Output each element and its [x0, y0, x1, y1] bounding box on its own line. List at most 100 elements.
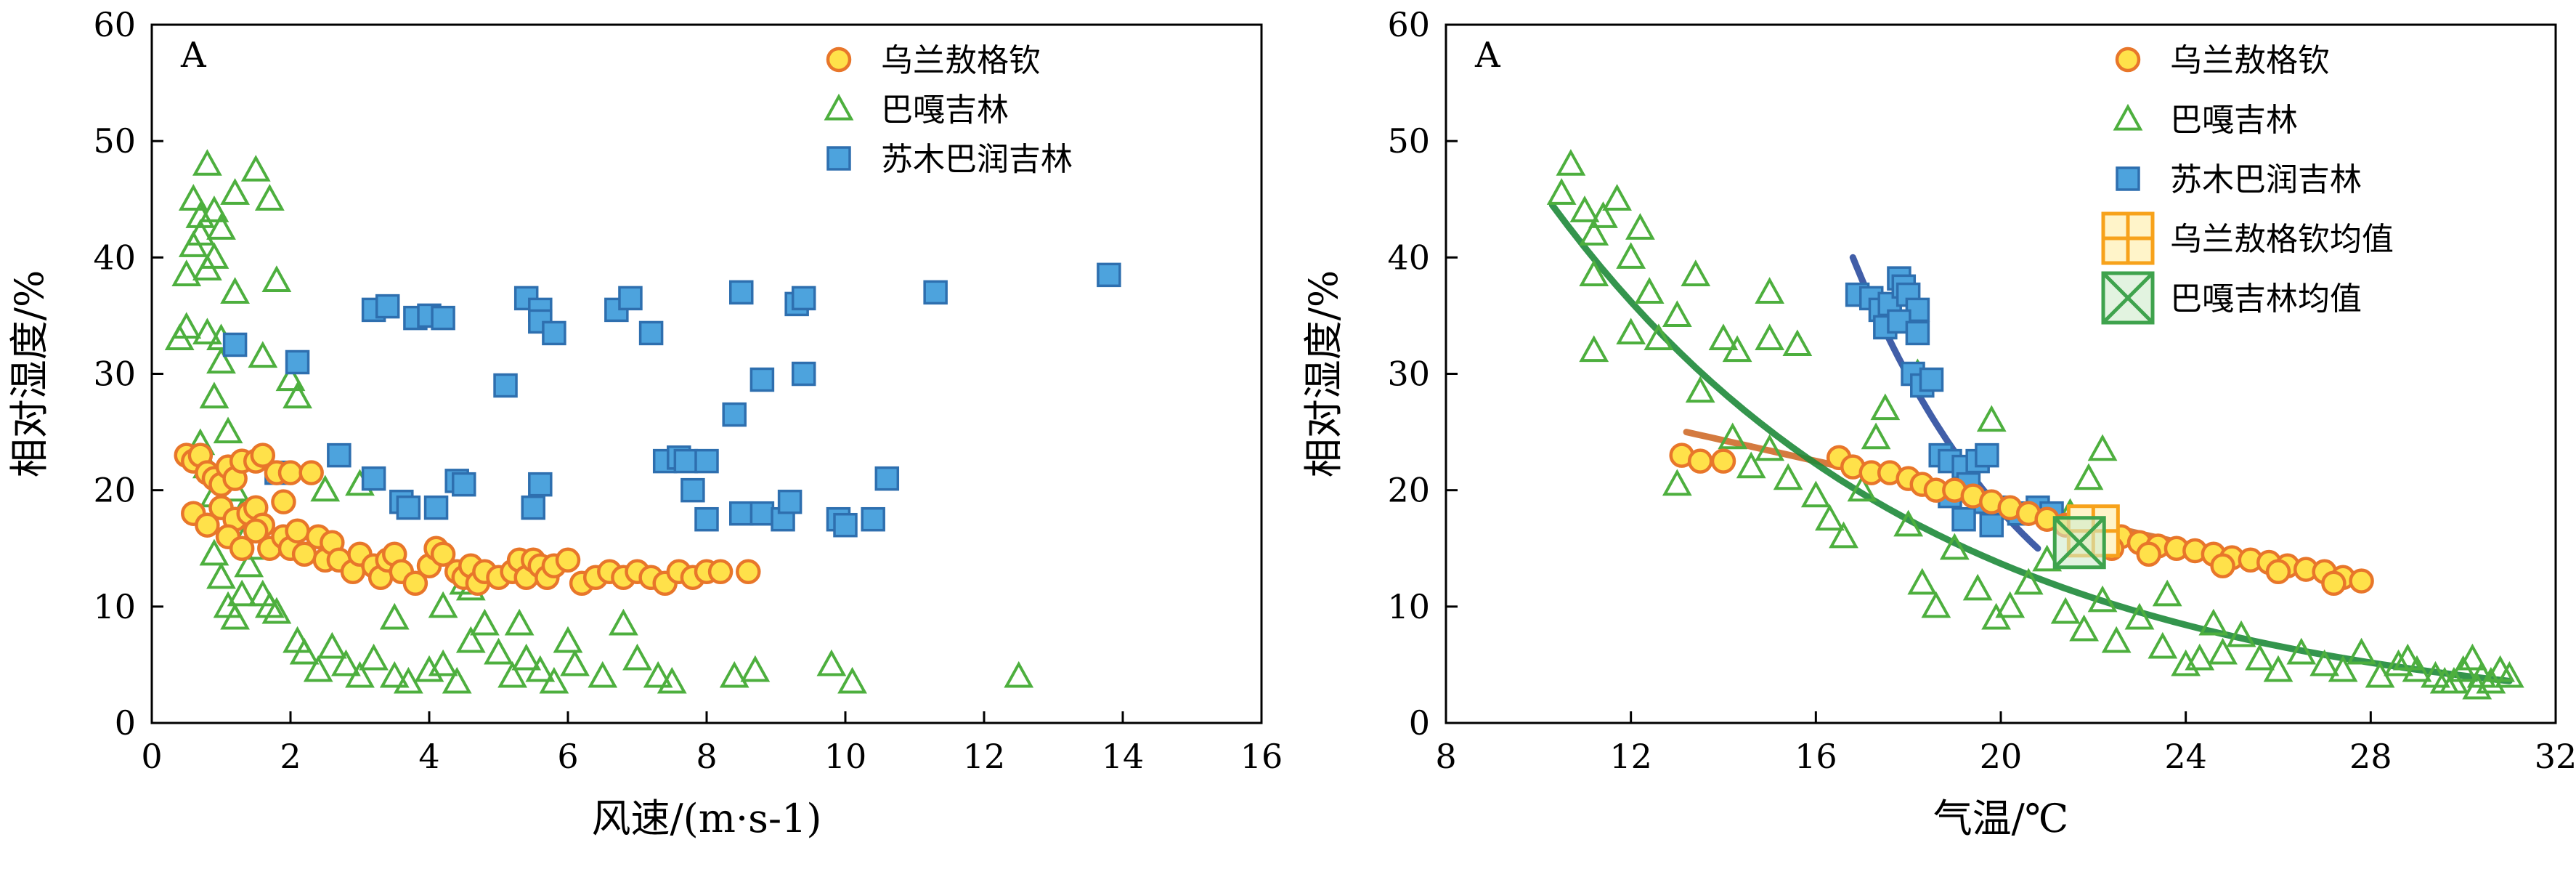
data-point	[1979, 512, 2004, 538]
data-point	[199, 538, 229, 566]
data-point	[1995, 591, 2026, 618]
data-point	[2309, 649, 2340, 676]
data-point	[555, 547, 581, 573]
data-point	[250, 442, 276, 468]
data-point	[1588, 201, 1618, 228]
x-tick-label: 8	[696, 737, 717, 776]
data-point	[213, 416, 243, 444]
data-point	[375, 294, 400, 319]
data-point	[178, 184, 208, 211]
data-point	[1685, 376, 1715, 403]
data-point	[609, 608, 638, 636]
data-point	[220, 277, 250, 304]
y-tick-label: 50	[1387, 121, 1430, 161]
data-point	[2198, 608, 2229, 636]
x-tick-label: 10	[824, 737, 867, 776]
data-point	[2349, 568, 2374, 594]
chart-panel-2: 8 12 16 20 24 28 32 0 10 20 30 40 50 60 气温/℃ 相对湿度/% A 乌兰敖…	[1301, 5, 2576, 841]
data-point	[2265, 559, 2291, 585]
data-point	[414, 655, 444, 682]
data-point	[1004, 660, 1034, 688]
data-point	[171, 312, 202, 339]
data-point	[1976, 405, 2007, 432]
data-point	[560, 649, 590, 676]
y-tick-label: 60	[1387, 5, 1430, 44]
data-point	[1643, 323, 1674, 351]
series-triangle	[1546, 149, 2524, 700]
data-point	[298, 460, 324, 485]
data-point	[248, 341, 278, 368]
data-point	[1755, 277, 1785, 304]
data-point	[1579, 259, 1609, 286]
data-point	[452, 472, 476, 497]
y-tick-label: 50	[93, 121, 136, 161]
data-point	[345, 660, 375, 688]
x-tick-label: 4	[418, 737, 439, 776]
legend-marker	[826, 47, 852, 73]
legend-label: 苏木巴润吉林	[2170, 161, 2362, 198]
legend-marker	[824, 93, 854, 121]
data-point	[379, 602, 410, 630]
legend-label: 乌兰敖格钦	[881, 42, 1041, 79]
data-point	[1847, 474, 1877, 502]
data-point	[428, 649, 458, 676]
data-point	[283, 626, 312, 653]
legend-marker	[2101, 271, 2155, 325]
data-point	[729, 280, 754, 305]
data-point	[2392, 643, 2423, 671]
x-tick-label: 16	[1795, 737, 1837, 776]
data-point	[229, 535, 255, 561]
x-axis-label: 风速/(m·s-1)	[591, 796, 821, 841]
data-point	[729, 501, 754, 526]
legend-label: 巴嘎吉林均值	[2170, 280, 2362, 318]
y-tick-label: 30	[1387, 355, 1430, 394]
data-point	[199, 242, 229, 269]
data-point	[206, 562, 236, 589]
data-point	[275, 364, 306, 392]
data-point	[2245, 643, 2275, 671]
legend-label: 苏木巴润吉林	[881, 141, 1073, 178]
fit-line-2	[1548, 201, 2513, 684]
data-point	[289, 637, 320, 665]
data-point	[1569, 195, 1600, 222]
data-point	[379, 660, 410, 688]
data-point	[1939, 533, 1970, 560]
data-point	[1579, 335, 1609, 363]
data-point	[521, 495, 545, 520]
data-point	[470, 608, 500, 636]
x-tick-label: 0	[141, 737, 162, 776]
data-point	[199, 195, 229, 222]
y-tick-label: 20	[1387, 471, 1430, 510]
data-point	[2347, 637, 2376, 665]
data-point	[402, 570, 428, 597]
data-point	[185, 219, 216, 246]
data-point	[1546, 178, 1577, 205]
data-point	[673, 448, 699, 474]
panel-label: A	[1474, 35, 1501, 76]
data-point	[2069, 614, 2099, 642]
data-point	[528, 472, 553, 497]
data-point	[2052, 516, 2106, 570]
data-point	[171, 259, 202, 286]
data-point	[1907, 567, 1938, 595]
data-point	[283, 381, 312, 409]
data-point	[1962, 573, 1993, 601]
data-point	[1708, 323, 1739, 351]
data-point	[1919, 367, 1944, 392]
data-point	[2328, 655, 2358, 682]
data-point	[254, 591, 285, 618]
data-point	[1722, 335, 1752, 363]
data-point	[791, 361, 816, 387]
data-point	[2226, 620, 2256, 647]
data-point	[285, 349, 310, 375]
data-point	[1579, 219, 1609, 246]
data-point	[1905, 320, 1930, 346]
data-point	[1681, 259, 1711, 286]
data-point	[539, 666, 569, 694]
series-mean-cross	[2052, 516, 2106, 570]
data-point	[2263, 655, 2293, 682]
legend-marker	[2101, 211, 2155, 265]
